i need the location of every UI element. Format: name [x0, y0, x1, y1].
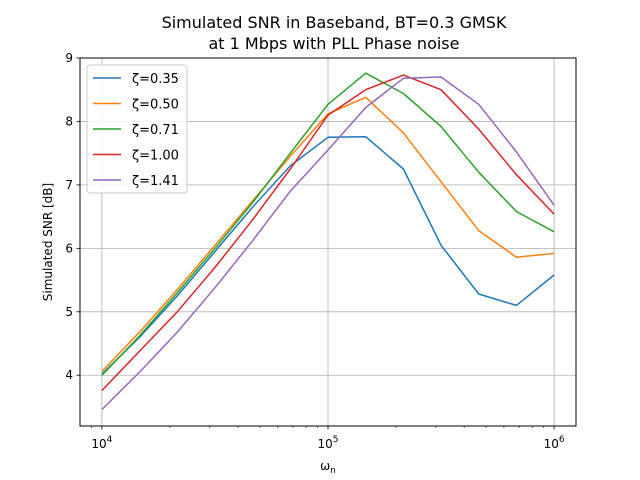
y-axis-label: Simulated SNR [dB]	[41, 183, 55, 301]
legend-label-1: ζ=0.35	[132, 72, 179, 87]
y-tick-label: 7	[65, 178, 73, 192]
x-axis-label: ωn	[320, 459, 336, 476]
y-tick-label: 5	[65, 305, 73, 319]
x-tick-label: 105	[317, 435, 338, 451]
series-line-2	[101, 96, 555, 372]
chart-title-line1: Simulated SNR in Baseband, BT=0.3 GMSK	[162, 13, 507, 32]
y-tick-label: 8	[65, 114, 73, 128]
series-line-1	[101, 135, 555, 375]
y-tick-label: 9	[65, 51, 73, 65]
x-tick-label: 106	[544, 435, 565, 451]
legend-label-5: ζ=1.41	[132, 174, 179, 189]
legend-label-3: ζ=0.71	[132, 123, 179, 138]
series-lines	[101, 72, 555, 411]
legend-box	[86, 64, 188, 194]
x-axis-ticks: 104 105 106	[91, 426, 565, 451]
series-line-4	[101, 74, 555, 392]
series-line-5	[101, 76, 555, 411]
y-tick-label: 6	[65, 241, 73, 255]
legend-label-2: ζ=0.50	[132, 98, 179, 113]
series-line-3	[101, 72, 555, 376]
chart-title-line2: at 1 Mbps with PLL Phase noise	[209, 34, 460, 53]
x-tick-label: 104	[91, 435, 112, 451]
legend: ζ=0.35 ζ=0.50 ζ=0.71 ζ=1.00 ζ=1.41	[86, 64, 188, 194]
y-axis-ticks: 4 5 6 7 8 9	[65, 51, 80, 382]
y-tick-label: 4	[65, 368, 73, 382]
legend-label-4: ζ=1.00	[132, 149, 179, 164]
